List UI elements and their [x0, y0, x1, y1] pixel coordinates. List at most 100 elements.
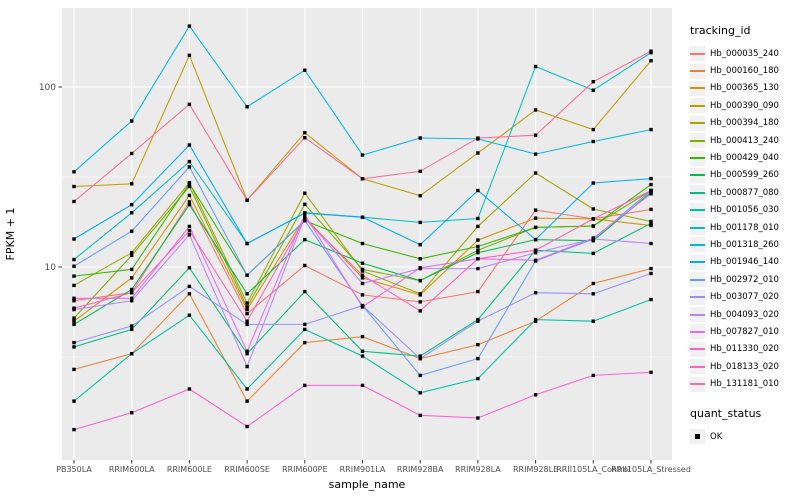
data-point-marker — [591, 207, 595, 211]
data-point-marker — [476, 224, 480, 229]
data-point-marker — [418, 220, 422, 225]
data-point-marker — [187, 159, 192, 164]
legend-key-line-icon — [690, 278, 705, 281]
data-point-marker — [418, 413, 422, 417]
data-point-marker — [187, 266, 192, 270]
data-point-marker — [418, 309, 422, 313]
data-point-marker — [360, 349, 365, 353]
data-point-marker — [591, 224, 595, 228]
legend-item: Hb_000365_130 — [690, 80, 800, 97]
legend-item: Hb_001178_010 — [690, 219, 800, 236]
data-point-marker — [72, 184, 76, 189]
data-point-marker — [72, 237, 76, 241]
legend-item-label: Hb_131181_010 — [710, 379, 779, 390]
data-point-marker — [649, 182, 653, 187]
x-tick-label: RRIM600SE — [224, 465, 270, 474]
legend-key — [690, 80, 705, 96]
data-point-marker — [649, 266, 653, 271]
data-point-marker — [187, 233, 192, 237]
data-point-marker — [72, 367, 76, 372]
data-point-marker — [591, 139, 595, 144]
data-point-marker — [360, 383, 365, 388]
data-point-marker — [591, 88, 595, 92]
data-point-marker — [418, 169, 422, 173]
legend-key — [690, 220, 705, 236]
data-point-marker — [245, 399, 249, 403]
data-point-marker — [303, 340, 307, 345]
data-point-marker — [418, 356, 422, 361]
data-point-marker — [245, 307, 249, 312]
legend-item: Hb_000035_240 — [690, 45, 800, 62]
data-point-marker — [476, 416, 480, 420]
legend-item: Hb_001946_140 — [690, 254, 800, 271]
data-point-marker — [649, 127, 653, 132]
data-point-marker — [476, 238, 480, 242]
data-point-marker — [187, 182, 192, 186]
data-point-marker — [245, 273, 249, 277]
legend-key-line-icon — [690, 261, 705, 264]
x-tick-label: RRII105LA_Stressed — [611, 465, 691, 474]
data-point-marker — [533, 393, 538, 397]
data-point-marker — [187, 24, 192, 28]
data-point-marker — [72, 319, 76, 323]
legend-item-label: Hb_000394_180 — [710, 118, 779, 129]
legend-key — [690, 46, 705, 62]
x-axis-title: sample_name — [329, 478, 406, 491]
data-point-marker — [187, 184, 192, 189]
legend-key-line-icon — [690, 313, 705, 316]
legend-key-line-icon — [690, 348, 705, 351]
legend-item-label: Hb_000365_130 — [710, 83, 779, 94]
x-tick-label: RRIM600LE — [167, 465, 212, 474]
data-point-marker — [245, 387, 249, 391]
data-point-marker — [245, 105, 249, 109]
data-point-marker — [533, 291, 538, 295]
legend-key-line-icon — [690, 157, 705, 160]
data-point-marker — [418, 243, 422, 247]
legend-key — [690, 359, 705, 375]
data-point-marker — [130, 267, 134, 272]
legend-key-line-icon — [690, 330, 705, 333]
data-point-marker — [360, 267, 365, 272]
x-tick-label: RRIM928LE — [513, 465, 558, 474]
data-point-marker — [591, 319, 595, 323]
data-point-marker — [476, 356, 480, 361]
legend-item: Hb_007827_010 — [690, 323, 800, 340]
data-point-marker — [130, 299, 134, 303]
legend-item: Hb_000160_180 — [690, 62, 800, 79]
legend-item-label: Hb_011330_020 — [710, 344, 779, 355]
data-point-marker — [418, 136, 422, 140]
legend-key — [690, 254, 705, 270]
data-point-marker — [72, 299, 76, 303]
legend-item: Hb_000390_090 — [690, 97, 800, 114]
legend-item-label: Hb_001056_030 — [710, 205, 779, 216]
data-point-marker — [476, 244, 480, 249]
data-point-marker — [187, 284, 192, 289]
data-point-marker — [591, 236, 595, 240]
data-point-marker — [591, 292, 595, 296]
data-point-marker — [72, 340, 76, 345]
data-point-marker — [187, 193, 192, 198]
data-point-marker — [360, 281, 365, 286]
data-point-marker — [649, 188, 653, 193]
legend-key — [690, 307, 705, 323]
legend-key-line-icon — [690, 243, 705, 246]
legend-key-line-icon — [690, 139, 705, 142]
legend-item: Hb_000429_040 — [690, 149, 800, 166]
data-point-marker — [360, 293, 365, 297]
data-point-marker — [245, 305, 249, 309]
data-point-marker — [649, 49, 653, 53]
data-point-marker — [533, 216, 538, 220]
legend-key — [690, 150, 705, 166]
data-point-marker — [418, 257, 422, 261]
data-point-marker — [303, 327, 307, 332]
data-point-marker — [130, 287, 134, 292]
legend-title-tracking: tracking_id — [690, 24, 751, 37]
data-point-marker — [130, 296, 134, 300]
data-point-marker — [476, 151, 480, 155]
data-point-marker — [72, 427, 76, 432]
legend-key-line-icon — [690, 365, 705, 368]
data-point-marker — [533, 225, 538, 230]
data-point-marker — [649, 370, 653, 374]
